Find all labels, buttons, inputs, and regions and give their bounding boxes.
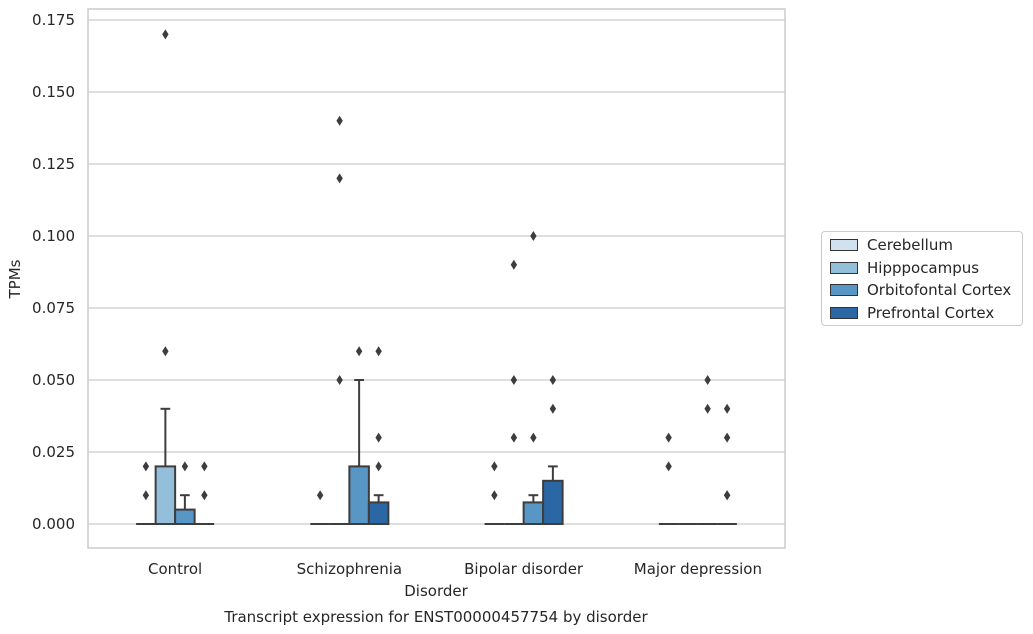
y-axis-ticks: 0.000 0.025 0.050 0.075 0.100 0.125 0.150 0.175 <box>32 11 75 533</box>
outlier-point <box>336 173 343 184</box>
y-tick-label: 0.100 <box>32 227 75 245</box>
box-2-0 <box>484 461 505 525</box>
box-0-1 <box>154 29 177 525</box>
x-axis-ticks: Control Schizophrenia Bipolar disorder Majo… <box>148 560 762 578</box>
box-1-0 <box>310 490 330 525</box>
outlier-point <box>549 375 557 385</box>
box-iqr <box>542 479 564 525</box>
legend-swatch <box>830 307 858 319</box>
legend-item-orbitofrontal-cortex: Orbitofontal Cortex <box>830 280 1011 300</box>
box-iqr <box>154 465 177 525</box>
box-3-2 <box>697 375 718 525</box>
outlier-point <box>549 403 557 414</box>
outlier-point <box>704 375 711 385</box>
boxes <box>136 29 737 526</box>
outlier-point <box>530 231 537 241</box>
outlier-point <box>316 490 324 501</box>
box-1-3 <box>367 346 390 525</box>
outlier-point <box>336 375 343 385</box>
legend: Cerebellum Hipppocampus Orbitofontal Cor… <box>821 231 1023 326</box>
box-0-0 <box>136 461 156 525</box>
box-2-3 <box>542 375 564 525</box>
legend-label: Hipppocampus <box>867 259 980 277</box>
y-tick-label: 0.175 <box>32 11 75 29</box>
outlier-point <box>162 29 169 40</box>
outlier-point <box>723 432 731 443</box>
x-tick-label: Bipolar disorder <box>464 560 584 578</box>
outlier-point <box>491 490 498 501</box>
box-2-2 <box>522 231 545 525</box>
y-tick-label: 0.150 <box>32 83 75 101</box>
outlier-point <box>723 403 731 414</box>
y-axis-label: TPMs <box>6 259 24 299</box>
gridlines <box>88 19 785 525</box>
outlier-point <box>142 461 150 472</box>
plot-area-frame <box>87 8 786 549</box>
y-tick-label: 0.125 <box>32 155 75 173</box>
box-iqr <box>367 501 390 525</box>
x-tick-label: Schizophrenia <box>297 560 402 578</box>
outlier-point <box>665 432 672 443</box>
y-tick-label: 0.075 <box>32 299 75 317</box>
legend-swatch <box>830 239 858 251</box>
legend-item-cerebellum: Cerebellum <box>830 235 953 255</box>
legend-label: Prefrontal Cortex <box>867 304 995 322</box>
box-3-0 <box>658 432 679 525</box>
outlier-point <box>665 461 672 472</box>
outlier-point <box>201 490 208 501</box>
box-0-3 <box>194 461 215 525</box>
box-iqr <box>522 501 545 525</box>
outlier-point <box>723 490 731 501</box>
outlier-point <box>491 461 498 472</box>
outlier-point <box>375 461 382 472</box>
legend-swatch <box>830 284 858 296</box>
box-3-3 <box>717 403 737 525</box>
outlier-point <box>510 259 518 270</box>
outlier-point <box>336 115 343 126</box>
legend-swatch <box>830 262 858 274</box>
outlier-point <box>162 346 169 357</box>
outlier-point <box>355 346 363 357</box>
outlier-point <box>530 432 537 443</box>
legend-label: Cerebellum <box>867 236 953 254</box>
y-tick-label: 0.000 <box>32 515 75 533</box>
outlier-point <box>375 432 382 443</box>
x-axis-label: Disorder <box>404 582 468 600</box>
outlier-point <box>375 346 382 357</box>
legend-item-hippocampus: Hipppocampus <box>830 258 979 278</box>
box-1-1 <box>329 115 350 525</box>
box-iqr <box>174 508 196 526</box>
x-tick-label: Control <box>148 560 202 578</box>
outlier-point <box>510 432 518 443</box>
y-tick-label: 0.025 <box>32 443 75 461</box>
y-tick-label: 0.050 <box>32 371 75 389</box>
legend-item-prefrontal-cortex: Prefrontal Cortex <box>830 303 994 323</box>
outlier-point <box>201 461 208 472</box>
outlier-point <box>181 461 189 472</box>
box-1-2 <box>348 346 370 525</box>
outlier-point <box>704 403 711 414</box>
x-tick-label: Major depression <box>634 560 762 578</box>
box-2-1 <box>504 259 524 525</box>
chart-title: Transcript expression for ENST0000045775… <box>223 608 648 626</box>
outlier-point <box>510 375 518 385</box>
outlier-point <box>142 490 150 501</box>
box-0-2 <box>174 461 196 526</box>
box-iqr <box>348 465 370 525</box>
legend-label: Orbitofontal Cortex <box>867 281 1012 299</box>
